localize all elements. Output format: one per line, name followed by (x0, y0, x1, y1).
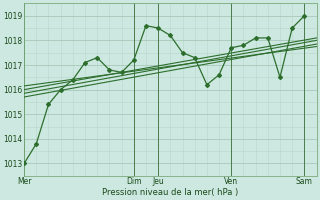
X-axis label: Pression niveau de la mer( hPa ): Pression niveau de la mer( hPa ) (102, 188, 238, 197)
